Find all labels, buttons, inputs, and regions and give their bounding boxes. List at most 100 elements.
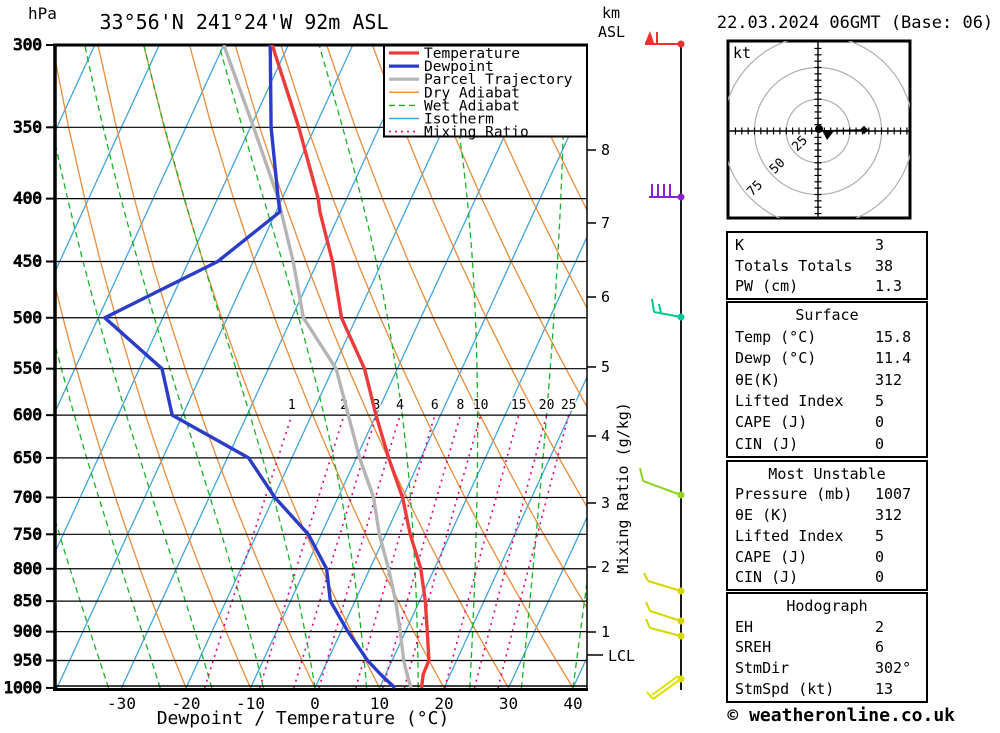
wind-barb-stroke <box>658 303 662 314</box>
legend-label: Wet Adiabat <box>424 98 520 114</box>
temp-tick-label: -20 <box>172 694 201 713</box>
km-tick-label: 5 <box>601 358 610 376</box>
wind-barb-stroke <box>639 467 644 482</box>
stat-label: Lifted Index <box>735 391 844 410</box>
km-tick-label: 8 <box>601 141 610 159</box>
parcel-trajectory-curve <box>222 45 413 689</box>
mixing-ratio-value-label: 3 <box>372 398 380 413</box>
isotherm-line <box>55 45 160 274</box>
temp-tick-label: 20 <box>434 694 453 713</box>
temp-tick-label: -30 <box>107 694 136 713</box>
stat-row: CIN (J) 0 <box>728 568 926 586</box>
mixing-ratio-value-label: 4 <box>396 398 404 413</box>
stat-value: 13 <box>875 680 894 699</box>
stat-value: 0 <box>875 547 885 566</box>
stat-row: Dewp (°C) 11.4 <box>728 349 926 367</box>
stat-row: PW (cm) 1.3 <box>728 277 926 295</box>
wet-adiabat-line <box>443 45 479 688</box>
wind-barb <box>646 675 685 700</box>
stat-row: SREH 6 <box>728 638 926 656</box>
dry-adiabat-line <box>234 45 510 689</box>
temp-tick-label: 0 <box>310 694 320 713</box>
wind-barb <box>649 184 685 201</box>
km-tick-label: 6 <box>601 288 610 306</box>
mixing-ratio-value-label: 10 <box>473 398 489 413</box>
stat-row: StmSpd (kt) 13 <box>728 680 926 698</box>
temp-tick-label: -10 <box>236 694 265 713</box>
wind-barb-stroke <box>651 675 679 696</box>
pressure-tick-label: 300 <box>13 35 42 54</box>
pressure-tick-label: 600 <box>13 405 42 424</box>
dewpoint-curve <box>103 45 397 689</box>
km-tick-label: 2 <box>601 558 610 576</box>
isotherm-line <box>378 235 587 689</box>
stat-value: 5 <box>875 391 885 410</box>
mixing-ratio-axis-title: Mixing Ratio (g/kg) <box>614 402 632 574</box>
dry-adiabat-line <box>463 45 587 310</box>
wet-adiabat-line <box>572 577 587 688</box>
stat-value: 5 <box>875 526 885 545</box>
wind-barb-stroke <box>642 480 682 496</box>
mixing-ratio-value-label: 2 <box>340 398 348 413</box>
stat-row: Lifted Index 5 <box>728 392 926 410</box>
stat-value: 1.3 <box>875 277 903 296</box>
pressure-tick-label: 700 <box>13 487 42 506</box>
stat-value: 1007 <box>875 485 912 504</box>
isotherm-line <box>507 515 587 689</box>
copyright: © weatheronline.co.uk <box>727 705 955 726</box>
pressure-tick-label: 850 <box>13 591 42 610</box>
legend-label: Isotherm <box>424 112 494 128</box>
isotherm-line <box>55 45 289 554</box>
km-tick-label: 4 <box>601 427 610 445</box>
dry-adiabat-line <box>55 55 252 689</box>
stat-value: 312 <box>875 370 903 389</box>
wind-barb-stroke <box>646 691 654 700</box>
mixing-ratio-line <box>258 414 345 689</box>
stat-row: StmDir 302° <box>728 659 926 677</box>
dry-adiabat-line <box>188 45 445 689</box>
mixing-ratio-value-label: 15 <box>511 398 527 413</box>
pressure-tick-label: 450 <box>13 252 42 271</box>
temp-tick-label: 30 <box>499 694 518 713</box>
stat-value: 0 <box>875 568 885 587</box>
wind-barb-dot <box>677 40 685 48</box>
stats-panel: K 3 Totals Totals 38 PW (cm) 1.3 <box>726 231 928 300</box>
isotherm-line <box>249 45 547 689</box>
km-tick-label: 1 <box>601 623 610 641</box>
dry-adiabat-line <box>417 45 587 409</box>
stats-panel-surface: Surface Temp (°C) 15.8 Dewp (°C) 11.4 θE(K) 31… <box>726 301 928 458</box>
mixing-ratio-line <box>355 414 436 689</box>
temperature-curve <box>270 45 431 689</box>
isotherm-line <box>120 45 418 689</box>
stat-label: K <box>735 235 745 254</box>
stat-label: CAPE (J) <box>735 413 808 432</box>
stat-label: PW (cm) <box>735 277 799 296</box>
pressure-unit-label: hPa <box>28 4 57 23</box>
wind-barb-column <box>639 31 685 700</box>
stat-label: Lifted Index <box>735 526 844 545</box>
pressure-tick-label: 750 <box>13 524 42 543</box>
stats-panel-title: Hodograph <box>786 596 868 615</box>
wind-barb <box>651 298 685 321</box>
stat-row: CAPE (J) 0 <box>728 548 926 566</box>
legend-label: Parcel Trajectory <box>424 72 573 88</box>
pressure-gridlines: 300 350 400 450 500 550 600 650 700 750 800 850 900 9… <box>3 35 587 697</box>
wind-barb-dot <box>677 632 685 640</box>
mixing-ratio-value-label: 1 <box>288 398 296 413</box>
wind-barb <box>645 618 685 640</box>
mixing-ratio-line <box>444 414 520 689</box>
stat-label: θE (K) <box>735 506 790 525</box>
stat-label: Temp (°C) <box>735 327 817 346</box>
stat-value: 15.8 <box>875 327 912 346</box>
wind-barb-dot <box>677 675 685 683</box>
km-tick-label: 3 <box>601 494 610 512</box>
stat-label: θE(K) <box>735 370 781 389</box>
wet-adiabat-line <box>55 139 213 689</box>
mixing-ratio-value-label: 20 <box>539 398 555 413</box>
pressure-tick-label: 650 <box>13 448 42 467</box>
stats-panel-hodograph: Hodograph EH 2 SREH 6 StmDir 302° StmSpd (kt) 13 <box>726 592 928 703</box>
stat-value: 11.4 <box>875 349 912 368</box>
